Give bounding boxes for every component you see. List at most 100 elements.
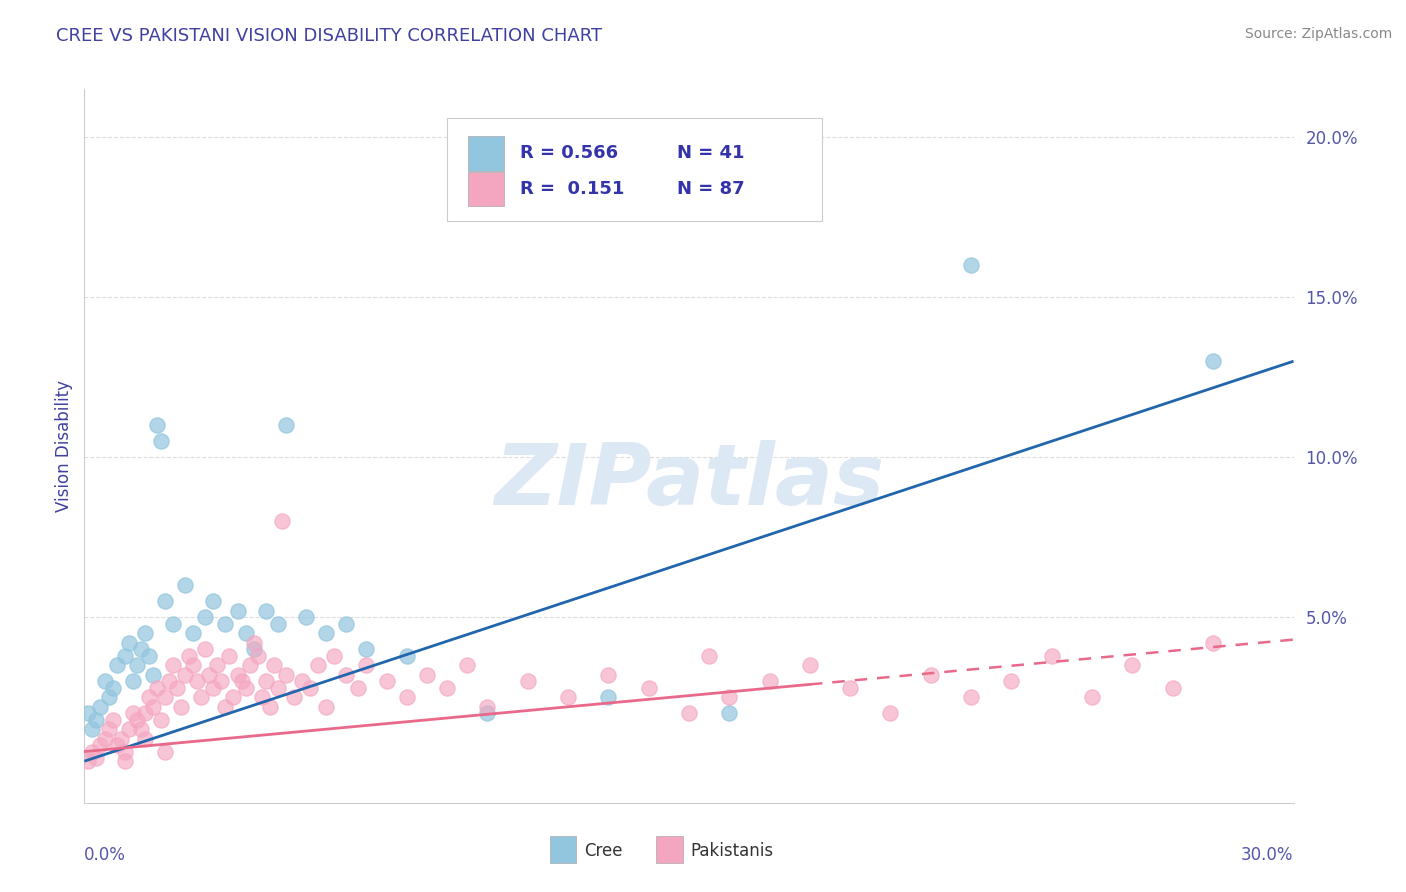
Point: [335, 668, 357, 682]
Point: [395, 648, 418, 663]
Text: 30.0%: 30.0%: [1241, 846, 1294, 863]
Point: [214, 699, 236, 714]
Point: [105, 738, 128, 752]
Point: [477, 706, 499, 721]
Point: [114, 648, 136, 663]
Point: [218, 648, 240, 663]
Point: [198, 668, 221, 682]
Point: [86, 751, 108, 765]
Point: [125, 713, 148, 727]
Point: [235, 681, 257, 695]
Text: Pakistanis: Pakistanis: [690, 842, 773, 860]
Point: [1040, 648, 1063, 663]
FancyBboxPatch shape: [468, 136, 503, 170]
Point: [202, 594, 225, 608]
Point: [142, 699, 165, 714]
Point: [194, 610, 217, 624]
Point: [89, 738, 111, 752]
Point: [149, 713, 172, 727]
Point: [1202, 354, 1225, 368]
Point: [202, 681, 225, 695]
Point: [436, 681, 458, 695]
Point: [239, 658, 262, 673]
Point: [250, 690, 273, 705]
Point: [477, 699, 499, 714]
Point: [153, 745, 176, 759]
Point: [114, 745, 136, 759]
Point: [960, 258, 983, 272]
Point: [254, 674, 277, 689]
Point: [186, 674, 208, 689]
Text: Source: ZipAtlas.com: Source: ZipAtlas.com: [1244, 27, 1392, 41]
Point: [274, 418, 297, 433]
Point: [82, 722, 104, 736]
Point: [179, 648, 201, 663]
Point: [718, 706, 741, 721]
Point: [149, 434, 172, 449]
Text: Cree: Cree: [583, 842, 623, 860]
Point: [118, 722, 141, 736]
Point: [799, 658, 821, 673]
Point: [142, 668, 165, 682]
Point: [1081, 690, 1104, 705]
Point: [93, 674, 115, 689]
Point: [356, 658, 378, 673]
Point: [697, 648, 720, 663]
Point: [267, 681, 290, 695]
Point: [121, 674, 143, 689]
Point: [356, 642, 378, 657]
Point: [291, 674, 314, 689]
Text: R =  0.151: R = 0.151: [520, 180, 624, 198]
Y-axis label: Vision Disability: Vision Disability: [55, 380, 73, 512]
Text: CREE VS PAKISTANI VISION DISABILITY CORRELATION CHART: CREE VS PAKISTANI VISION DISABILITY CORR…: [56, 27, 602, 45]
Point: [637, 681, 659, 695]
Point: [242, 642, 264, 657]
Point: [222, 690, 245, 705]
Point: [235, 626, 257, 640]
Point: [226, 604, 249, 618]
Point: [879, 706, 901, 721]
Point: [166, 681, 188, 695]
Point: [242, 636, 264, 650]
Point: [162, 658, 184, 673]
Point: [194, 642, 217, 657]
Point: [259, 699, 281, 714]
Point: [557, 690, 579, 705]
Point: [162, 616, 184, 631]
Point: [114, 754, 136, 768]
Point: [174, 668, 197, 682]
Point: [270, 514, 292, 528]
Point: [129, 642, 152, 657]
Point: [516, 674, 538, 689]
Point: [89, 699, 111, 714]
Point: [129, 722, 152, 736]
Point: [598, 668, 620, 682]
Point: [226, 668, 249, 682]
Point: [170, 699, 193, 714]
Point: [246, 648, 269, 663]
Point: [718, 690, 741, 705]
Text: 0.0%: 0.0%: [84, 846, 127, 863]
Point: [299, 681, 322, 695]
Point: [209, 674, 232, 689]
Point: [267, 616, 290, 631]
Point: [153, 690, 176, 705]
Point: [82, 745, 104, 759]
Point: [181, 658, 204, 673]
FancyBboxPatch shape: [468, 172, 503, 206]
Point: [138, 648, 160, 663]
Text: ZIPatlas: ZIPatlas: [494, 440, 884, 524]
Point: [335, 616, 357, 631]
Point: [254, 604, 277, 618]
Point: [207, 658, 229, 673]
Point: [214, 616, 236, 631]
Point: [121, 706, 143, 721]
Point: [134, 731, 156, 746]
Point: [101, 681, 124, 695]
Point: [678, 706, 700, 721]
FancyBboxPatch shape: [550, 837, 576, 863]
Point: [93, 731, 115, 746]
Point: [153, 594, 176, 608]
FancyBboxPatch shape: [657, 837, 683, 863]
FancyBboxPatch shape: [447, 118, 823, 221]
